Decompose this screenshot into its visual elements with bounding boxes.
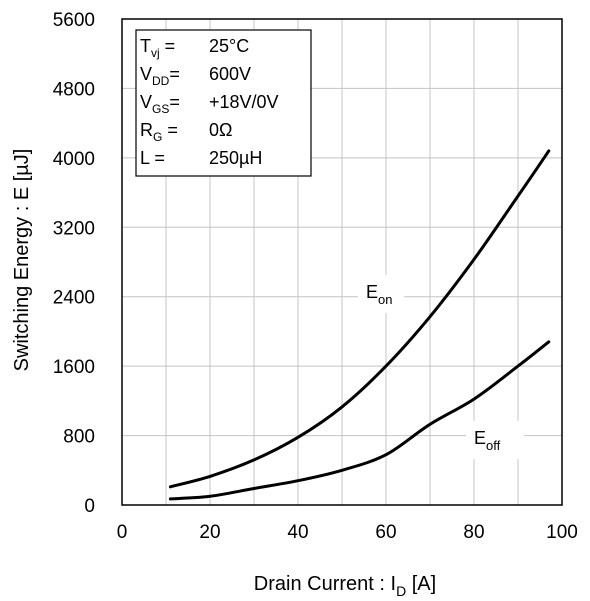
condition-symbol: VGS= bbox=[140, 92, 180, 116]
x-axis-label: Drain Current : ID [A] bbox=[254, 573, 436, 599]
x-tick-label: 60 bbox=[375, 522, 396, 543]
x-tick-label: 20 bbox=[199, 522, 220, 543]
series-label-background bbox=[358, 275, 404, 313]
conditions-box-border bbox=[135, 29, 312, 177]
x-tick-labels: 0 20 40 60 80 100 bbox=[117, 522, 578, 543]
y-tick-label: 800 bbox=[63, 427, 95, 448]
series-label-eon: Eon bbox=[366, 282, 392, 307]
condition-symbol: Tvj = bbox=[140, 36, 175, 60]
y-tick-label: 1600 bbox=[53, 357, 95, 378]
y-tick-label: 5600 bbox=[53, 10, 95, 31]
conditions-box: Tvj = 25°C VDD= 600V VGS= +18V/0V RG = 0Ω L = 250… bbox=[135, 29, 312, 177]
y-tick-labels: 0 800 1600 2400 3200 4000 4800 5600 bbox=[53, 10, 95, 517]
condition-value: 250µH bbox=[209, 148, 262, 168]
series-line-eon bbox=[168, 149, 551, 489]
data-curves bbox=[168, 149, 551, 501]
series-line-eoff bbox=[168, 340, 551, 501]
y-tick-label: 3200 bbox=[53, 218, 95, 239]
condition-symbol: L = bbox=[140, 148, 165, 168]
series-label-eoff: Eoff bbox=[474, 428, 501, 453]
series-label-background bbox=[466, 421, 524, 459]
y-tick-label: 4000 bbox=[53, 149, 95, 170]
y-axis-label: Switching Energy : E [µJ] bbox=[11, 149, 33, 372]
condition-value: 600V bbox=[209, 64, 251, 84]
y-tick-label: 2400 bbox=[53, 288, 95, 309]
x-tick-label: 80 bbox=[463, 522, 484, 543]
plot-frame bbox=[121, 18, 563, 506]
x-tick-label: 100 bbox=[546, 522, 578, 543]
x-tick-label: 40 bbox=[287, 522, 308, 543]
condition-value: 0Ω bbox=[209, 120, 232, 140]
condition-symbol: RG = bbox=[140, 120, 178, 144]
condition-symbol: VDD= bbox=[140, 64, 180, 88]
condition-value: 25°C bbox=[209, 36, 249, 56]
condition-value: +18V/0V bbox=[209, 92, 279, 112]
x-tick-label: 0 bbox=[117, 522, 128, 543]
grid-lines bbox=[122, 19, 562, 505]
y-tick-label: 0 bbox=[84, 496, 95, 517]
y-tick-label: 4800 bbox=[53, 79, 95, 100]
